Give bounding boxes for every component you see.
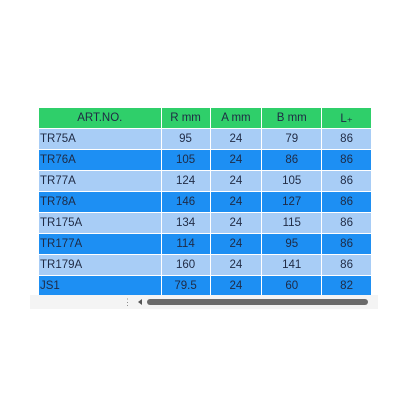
table-cell: 24: [209, 275, 263, 297]
header-cell: L₊: [321, 107, 372, 129]
table-cell: 86: [321, 212, 372, 234]
table-cell: TR77A: [38, 170, 162, 192]
table-row: TR175A 134 24 115 86: [38, 212, 372, 234]
horizontal-scrollbar[interactable]: ⋮: [30, 295, 378, 309]
table-cell: 24: [209, 170, 263, 192]
header-cell: A mm: [209, 107, 263, 129]
table-cell: 24: [209, 191, 263, 213]
table-cell: 114: [160, 233, 211, 255]
table-cell: 24: [209, 233, 263, 255]
table-cell: TR179A: [38, 254, 162, 276]
table-cell: TR177A: [38, 233, 162, 255]
table-cell: TR175A: [38, 212, 162, 234]
table-cell: 79.5: [160, 275, 211, 297]
header-cell: R mm: [160, 107, 211, 129]
table-row: TR177A 114 24 95 86: [38, 233, 372, 255]
table-cell: 86: [321, 233, 372, 255]
table-cell: 86: [321, 149, 372, 171]
scroll-left-arrow[interactable]: [138, 299, 142, 305]
header-row: ART.NO. R mm A mm B mm L₊: [38, 107, 372, 129]
table-cell: 86: [321, 254, 372, 276]
table-cell: 95: [160, 128, 211, 150]
table-cell: 24: [209, 128, 263, 150]
table-cell: 24: [209, 212, 263, 234]
table-cell: 105: [261, 170, 323, 192]
table-row: TR78A 146 24 127 86: [38, 191, 372, 213]
table-cell: 95: [261, 233, 323, 255]
table-row: TR76A 105 24 86 86: [38, 149, 372, 171]
table-cell: 115: [261, 212, 323, 234]
table-cell: 146: [160, 191, 211, 213]
header-cell: ART.NO.: [38, 107, 162, 129]
table-cell: 24: [209, 254, 263, 276]
table-cell: 160: [160, 254, 211, 276]
table-cell: TR76A: [38, 149, 162, 171]
table-cell: 86: [321, 170, 372, 192]
header-cell: B mm: [261, 107, 323, 129]
table-cell: 127: [261, 191, 323, 213]
table-cell: 82: [321, 275, 372, 297]
table-cell: 134: [160, 212, 211, 234]
table-cell: JS1: [38, 275, 162, 297]
table-cell: 105: [160, 149, 211, 171]
table-cell: 24: [209, 149, 263, 171]
table-body: TR75A 95 24 79 86 TR76A 105 24 86 86 TR77A 124 24 105…: [38, 128, 372, 297]
table-cell: 86: [321, 128, 372, 150]
table-row: TR77A 124 24 105 86: [38, 170, 372, 192]
table-cell: TR78A: [38, 191, 162, 213]
table-cell: TR75A: [38, 128, 162, 150]
table-cell: 60: [261, 275, 323, 297]
table-cell: 79: [261, 128, 323, 150]
scroll-thumb[interactable]: [147, 299, 368, 305]
table-cell: 124: [160, 170, 211, 192]
table-row: TR75A 95 24 79 86: [38, 128, 372, 150]
table-cell: 86: [261, 149, 323, 171]
data-table: ART.NO. R mm A mm B mm L₊ TR75A 95 24 79 86 TR76A…: [38, 107, 372, 297]
table-row: JS1 79.5 24 60 82: [38, 275, 372, 297]
table-row: TR179A 160 24 141 86: [38, 254, 372, 276]
table-cell: 86: [321, 191, 372, 213]
table-cell: 141: [261, 254, 323, 276]
scroll-grip: ⋮: [123, 297, 132, 307]
